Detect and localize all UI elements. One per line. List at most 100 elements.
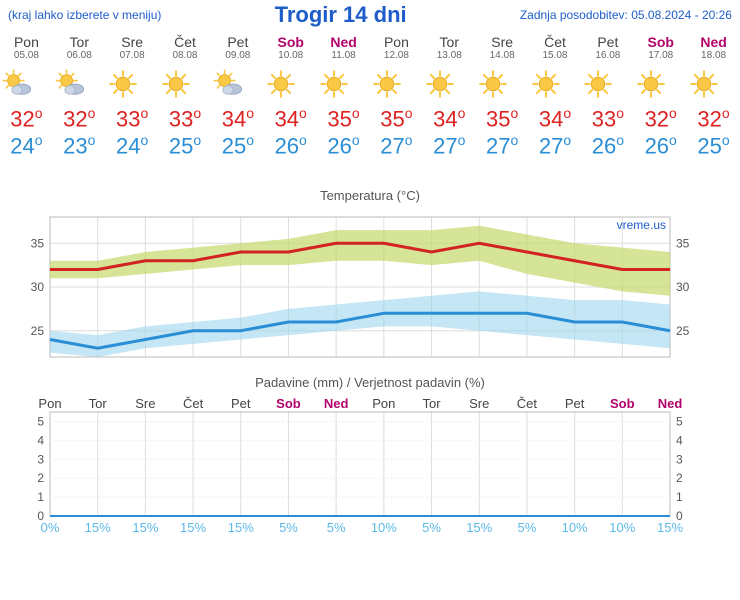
svg-text:10%: 10% xyxy=(562,520,588,534)
day-abbr: Ned xyxy=(687,34,740,50)
day-date: 06.08 xyxy=(53,50,106,61)
high-temp: 34o xyxy=(211,105,264,132)
svg-text:5: 5 xyxy=(676,414,683,428)
weather-icon xyxy=(581,63,634,105)
day-date: 14.08 xyxy=(476,50,529,61)
day-header: Sob 17.08 xyxy=(634,30,687,63)
svg-text:Tor: Tor xyxy=(423,396,442,411)
day-date: 11.08 xyxy=(317,50,370,61)
svg-text:Ned: Ned xyxy=(324,396,349,411)
precip-chart-title: Padavine (mm) / Verjetnost padavin (%) xyxy=(10,375,730,390)
day-abbr: Sob xyxy=(264,34,317,50)
svg-text:15%: 15% xyxy=(180,520,206,534)
svg-text:0%: 0% xyxy=(41,520,60,534)
day-abbr: Tor xyxy=(53,34,106,50)
svg-text:5%: 5% xyxy=(518,520,537,534)
low-temp: 25o xyxy=(211,132,264,159)
svg-text:10%: 10% xyxy=(609,520,635,534)
low-temp: 26o xyxy=(581,132,634,159)
svg-text:Sre: Sre xyxy=(135,396,155,411)
last-updated: Zadnja posodobitev: 05.08.2024 - 20:26 xyxy=(520,8,732,22)
svg-text:3: 3 xyxy=(37,452,44,466)
svg-text:2: 2 xyxy=(37,471,44,485)
day-abbr: Sre xyxy=(106,34,159,50)
day-header: Ned 18.08 xyxy=(687,30,740,63)
low-temp: 24o xyxy=(106,132,159,159)
svg-text:35: 35 xyxy=(31,236,45,250)
svg-text:vreme.us: vreme.us xyxy=(617,218,666,232)
low-temp: 27o xyxy=(476,132,529,159)
temperature-chart-block: Temperatura (°C) 252530303535vreme.us xyxy=(10,188,730,367)
high-temp: 35o xyxy=(317,105,370,132)
high-temp: 32o xyxy=(687,105,740,132)
day-header: Čet 08.08 xyxy=(159,30,212,63)
temperature-chart-title: Temperatura (°C) xyxy=(10,188,730,203)
day-date: 07.08 xyxy=(106,50,159,61)
low-temp: 23o xyxy=(53,132,106,159)
day-header: Tor 13.08 xyxy=(423,30,476,63)
low-temp: 26o xyxy=(264,132,317,159)
day-date: 17.08 xyxy=(634,50,687,61)
high-temp: 34o xyxy=(423,105,476,132)
weather-icon xyxy=(370,63,423,105)
day-abbr: Čet xyxy=(159,34,212,50)
weather-icon xyxy=(159,63,212,105)
day-header: Pon 12.08 xyxy=(370,30,423,63)
svg-text:Pon: Pon xyxy=(372,396,395,411)
page-title: Trogir 14 dni xyxy=(275,2,407,28)
day-header: Sob 10.08 xyxy=(264,30,317,63)
svg-text:30: 30 xyxy=(676,280,690,294)
temperature-chart: 252530303535vreme.us xyxy=(10,207,710,367)
day-abbr: Pet xyxy=(581,34,634,50)
high-temp: 32o xyxy=(634,105,687,132)
header: (kraj lahko izberete v meniju) Trogir 14… xyxy=(0,0,740,30)
svg-text:Čet: Čet xyxy=(517,396,538,411)
low-temp-row: 24o23o24o25o25o26o26o27o27o27o27o26o26o2… xyxy=(0,132,740,159)
svg-text:Pet: Pet xyxy=(565,396,585,411)
precip-chart: PonTorSreČetPetSobNedPonTorSreČetPetSobN… xyxy=(10,394,710,534)
high-temp: 34o xyxy=(529,105,582,132)
svg-text:Pon: Pon xyxy=(38,396,61,411)
svg-text:30: 30 xyxy=(31,280,45,294)
svg-text:15%: 15% xyxy=(85,520,111,534)
low-temp: 27o xyxy=(529,132,582,159)
day-header: Sre 14.08 xyxy=(476,30,529,63)
day-abbr: Sob xyxy=(634,34,687,50)
day-abbr: Ned xyxy=(317,34,370,50)
svg-text:Ned: Ned xyxy=(658,396,683,411)
svg-text:4: 4 xyxy=(37,433,44,447)
svg-text:Sob: Sob xyxy=(276,396,301,411)
weather-icon xyxy=(423,63,476,105)
day-abbr: Čet xyxy=(529,34,582,50)
day-abbr: Tor xyxy=(423,34,476,50)
day-abbr: Sre xyxy=(476,34,529,50)
svg-text:5: 5 xyxy=(37,414,44,428)
icon-row xyxy=(0,63,740,105)
svg-text:1: 1 xyxy=(676,490,683,504)
day-date: 13.08 xyxy=(423,50,476,61)
svg-text:25: 25 xyxy=(676,323,690,337)
svg-text:25: 25 xyxy=(31,323,45,337)
low-temp: 25o xyxy=(687,132,740,159)
svg-text:1: 1 xyxy=(37,490,44,504)
weather-icon xyxy=(264,63,317,105)
weather-icon xyxy=(529,63,582,105)
svg-text:Pet: Pet xyxy=(231,396,251,411)
svg-text:Sre: Sre xyxy=(469,396,489,411)
svg-text:15%: 15% xyxy=(657,520,683,534)
day-header: Pet 16.08 xyxy=(581,30,634,63)
weather-icon xyxy=(476,63,529,105)
day-date: 05.08 xyxy=(0,50,53,61)
day-date: 18.08 xyxy=(687,50,740,61)
high-temp: 33o xyxy=(159,105,212,132)
low-temp: 25o xyxy=(159,132,212,159)
svg-text:Tor: Tor xyxy=(89,396,108,411)
weather-icon xyxy=(687,63,740,105)
low-temp: 26o xyxy=(634,132,687,159)
weather-icon xyxy=(53,63,106,105)
menu-hint: (kraj lahko izberete v meniju) xyxy=(8,8,161,22)
svg-text:10%: 10% xyxy=(371,520,397,534)
day-header: Sre 07.08 xyxy=(106,30,159,63)
day-date: 15.08 xyxy=(529,50,582,61)
low-temp: 26o xyxy=(317,132,370,159)
